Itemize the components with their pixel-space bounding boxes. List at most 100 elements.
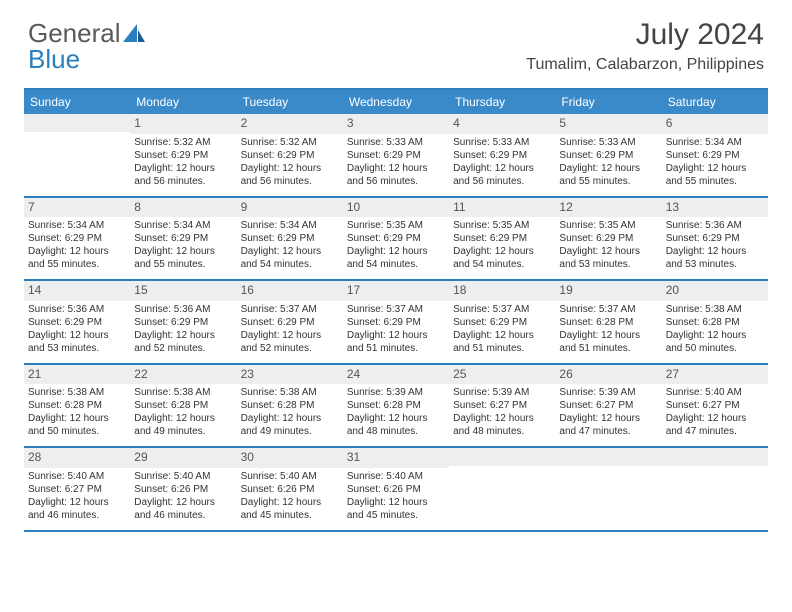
- sunrise-line: Sunrise: 5:32 AM: [241, 136, 339, 149]
- day-number: 1: [130, 114, 236, 134]
- day-number: 27: [662, 365, 768, 385]
- daylight-line: Daylight: 12 hours and 54 minutes.: [241, 245, 339, 271]
- day-cell: 28Sunrise: 5:40 AMSunset: 6:27 PMDayligh…: [24, 448, 130, 530]
- sunrise-line: Sunrise: 5:40 AM: [666, 386, 764, 399]
- day-details: Sunrise: 5:39 AMSunset: 6:27 PMDaylight:…: [449, 384, 555, 446]
- daylight-line: Daylight: 12 hours and 55 minutes.: [559, 162, 657, 188]
- day-details: Sunrise: 5:34 AMSunset: 6:29 PMDaylight:…: [237, 217, 343, 279]
- logo-text-blue: Blue: [28, 44, 80, 75]
- sunset-line: Sunset: 6:27 PM: [453, 399, 551, 412]
- day-details: Sunrise: 5:33 AMSunset: 6:29 PMDaylight:…: [449, 134, 555, 196]
- week-row: 1Sunrise: 5:32 AMSunset: 6:29 PMDaylight…: [24, 114, 768, 198]
- day-cell: 13Sunrise: 5:36 AMSunset: 6:29 PMDayligh…: [662, 198, 768, 280]
- day-number: 5: [555, 114, 661, 134]
- week-row: 14Sunrise: 5:36 AMSunset: 6:29 PMDayligh…: [24, 281, 768, 365]
- day-cell: 21Sunrise: 5:38 AMSunset: 6:28 PMDayligh…: [24, 365, 130, 447]
- day-header-cell: Saturday: [662, 90, 768, 114]
- sunset-line: Sunset: 6:29 PM: [559, 149, 657, 162]
- day-number: 18: [449, 281, 555, 301]
- day-number: 26: [555, 365, 661, 385]
- week-row: 7Sunrise: 5:34 AMSunset: 6:29 PMDaylight…: [24, 198, 768, 282]
- sunrise-line: Sunrise: 5:39 AM: [559, 386, 657, 399]
- sunrise-line: Sunrise: 5:34 AM: [28, 219, 126, 232]
- sunset-line: Sunset: 6:29 PM: [347, 232, 445, 245]
- sunrise-line: Sunrise: 5:38 AM: [666, 303, 764, 316]
- day-details: Sunrise: 5:37 AMSunset: 6:29 PMDaylight:…: [237, 301, 343, 363]
- day-cell: 26Sunrise: 5:39 AMSunset: 6:27 PMDayligh…: [555, 365, 661, 447]
- sunrise-line: Sunrise: 5:35 AM: [559, 219, 657, 232]
- logo-sail-icon: [123, 18, 145, 49]
- day-cell: [662, 448, 768, 530]
- sunset-line: Sunset: 6:28 PM: [666, 316, 764, 329]
- calendar: SundayMondayTuesdayWednesdayThursdayFrid…: [24, 88, 768, 532]
- day-details: Sunrise: 5:33 AMSunset: 6:29 PMDaylight:…: [555, 134, 661, 196]
- day-cell: 27Sunrise: 5:40 AMSunset: 6:27 PMDayligh…: [662, 365, 768, 447]
- day-cell: [555, 448, 661, 530]
- day-header-cell: Tuesday: [237, 90, 343, 114]
- sunrise-line: Sunrise: 5:32 AM: [134, 136, 232, 149]
- day-number: 31: [343, 448, 449, 468]
- sunset-line: Sunset: 6:29 PM: [347, 316, 445, 329]
- day-cell: 14Sunrise: 5:36 AMSunset: 6:29 PMDayligh…: [24, 281, 130, 363]
- day-cell: 18Sunrise: 5:37 AMSunset: 6:29 PMDayligh…: [449, 281, 555, 363]
- day-header-cell: Thursday: [449, 90, 555, 114]
- day-number: 19: [555, 281, 661, 301]
- sunrise-line: Sunrise: 5:40 AM: [241, 470, 339, 483]
- sunrise-line: Sunrise: 5:40 AM: [134, 470, 232, 483]
- sunrise-line: Sunrise: 5:36 AM: [666, 219, 764, 232]
- day-details: Sunrise: 5:38 AMSunset: 6:28 PMDaylight:…: [662, 301, 768, 363]
- day-details: Sunrise: 5:32 AMSunset: 6:29 PMDaylight:…: [237, 134, 343, 196]
- day-number: 16: [237, 281, 343, 301]
- day-header-row: SundayMondayTuesdayWednesdayThursdayFrid…: [24, 90, 768, 114]
- day-cell: 24Sunrise: 5:39 AMSunset: 6:28 PMDayligh…: [343, 365, 449, 447]
- daylight-line: Daylight: 12 hours and 49 minutes.: [241, 412, 339, 438]
- day-number: 8: [130, 198, 236, 218]
- daylight-line: Daylight: 12 hours and 56 minutes.: [134, 162, 232, 188]
- sunset-line: Sunset: 6:29 PM: [666, 232, 764, 245]
- day-number: 13: [662, 198, 768, 218]
- day-number: 10: [343, 198, 449, 218]
- sunrise-line: Sunrise: 5:36 AM: [28, 303, 126, 316]
- day-details: Sunrise: 5:34 AMSunset: 6:29 PMDaylight:…: [24, 217, 130, 279]
- daylight-line: Daylight: 12 hours and 45 minutes.: [241, 496, 339, 522]
- day-number: 23: [237, 365, 343, 385]
- sunrise-line: Sunrise: 5:38 AM: [241, 386, 339, 399]
- sunset-line: Sunset: 6:29 PM: [241, 316, 339, 329]
- sunset-line: Sunset: 6:28 PM: [134, 399, 232, 412]
- day-number: 25: [449, 365, 555, 385]
- day-number: [449, 448, 555, 466]
- day-cell: 5Sunrise: 5:33 AMSunset: 6:29 PMDaylight…: [555, 114, 661, 196]
- sunset-line: Sunset: 6:26 PM: [241, 483, 339, 496]
- day-cell: 12Sunrise: 5:35 AMSunset: 6:29 PMDayligh…: [555, 198, 661, 280]
- day-cell: 6Sunrise: 5:34 AMSunset: 6:29 PMDaylight…: [662, 114, 768, 196]
- day-number: 20: [662, 281, 768, 301]
- sunrise-line: Sunrise: 5:35 AM: [453, 219, 551, 232]
- sunset-line: Sunset: 6:29 PM: [134, 149, 232, 162]
- sunset-line: Sunset: 6:28 PM: [241, 399, 339, 412]
- day-cell: 20Sunrise: 5:38 AMSunset: 6:28 PMDayligh…: [662, 281, 768, 363]
- sunset-line: Sunset: 6:28 PM: [28, 399, 126, 412]
- week-row: 28Sunrise: 5:40 AMSunset: 6:27 PMDayligh…: [24, 448, 768, 532]
- day-number: 4: [449, 114, 555, 134]
- day-details: Sunrise: 5:38 AMSunset: 6:28 PMDaylight:…: [130, 384, 236, 446]
- daylight-line: Daylight: 12 hours and 45 minutes.: [347, 496, 445, 522]
- sunset-line: Sunset: 6:27 PM: [666, 399, 764, 412]
- day-cell: 22Sunrise: 5:38 AMSunset: 6:28 PMDayligh…: [130, 365, 236, 447]
- sunrise-line: Sunrise: 5:39 AM: [347, 386, 445, 399]
- sunset-line: Sunset: 6:29 PM: [666, 149, 764, 162]
- daylight-line: Daylight: 12 hours and 46 minutes.: [28, 496, 126, 522]
- day-cell: 3Sunrise: 5:33 AMSunset: 6:29 PMDaylight…: [343, 114, 449, 196]
- daylight-line: Daylight: 12 hours and 56 minutes.: [453, 162, 551, 188]
- sunrise-line: Sunrise: 5:33 AM: [559, 136, 657, 149]
- sunset-line: Sunset: 6:29 PM: [453, 232, 551, 245]
- day-number: 11: [449, 198, 555, 218]
- day-number: 7: [24, 198, 130, 218]
- sunset-line: Sunset: 6:29 PM: [134, 316, 232, 329]
- day-number: 24: [343, 365, 449, 385]
- sunrise-line: Sunrise: 5:38 AM: [134, 386, 232, 399]
- sunset-line: Sunset: 6:29 PM: [28, 316, 126, 329]
- day-number: 28: [24, 448, 130, 468]
- day-number: [555, 448, 661, 466]
- daylight-line: Daylight: 12 hours and 52 minutes.: [241, 329, 339, 355]
- daylight-line: Daylight: 12 hours and 47 minutes.: [559, 412, 657, 438]
